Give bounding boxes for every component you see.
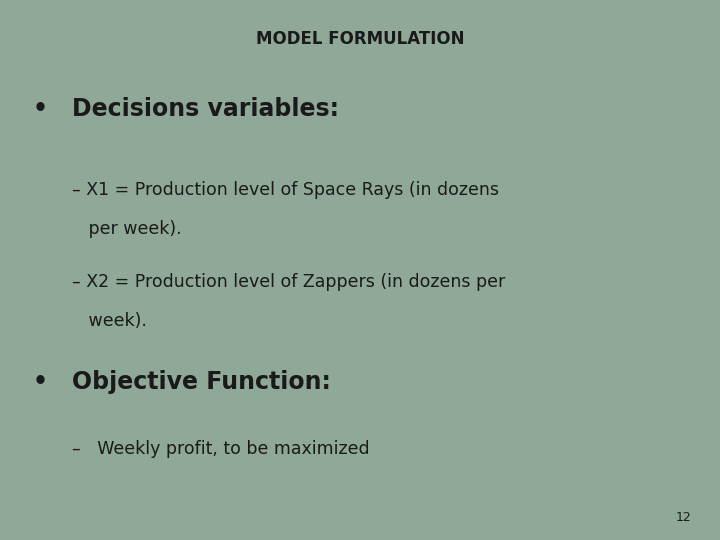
Text: •: • (32, 97, 48, 121)
Text: Objective Function:: Objective Function: (72, 370, 331, 394)
Text: – X2 = Production level of Zappers (in dozens per: – X2 = Production level of Zappers (in d… (72, 273, 505, 291)
Text: – X1 = Production level of Space Rays (in dozens: – X1 = Production level of Space Rays (i… (72, 181, 499, 199)
Text: MODEL FORMULATION: MODEL FORMULATION (256, 30, 464, 48)
Text: per week).: per week). (72, 220, 181, 238)
Text: –   Weekly profit, to be maximized: – Weekly profit, to be maximized (72, 440, 369, 458)
Text: Decisions variables:: Decisions variables: (72, 97, 339, 121)
Text: 12: 12 (675, 511, 691, 524)
Text: •: • (32, 370, 48, 394)
Text: week).: week). (72, 312, 147, 329)
